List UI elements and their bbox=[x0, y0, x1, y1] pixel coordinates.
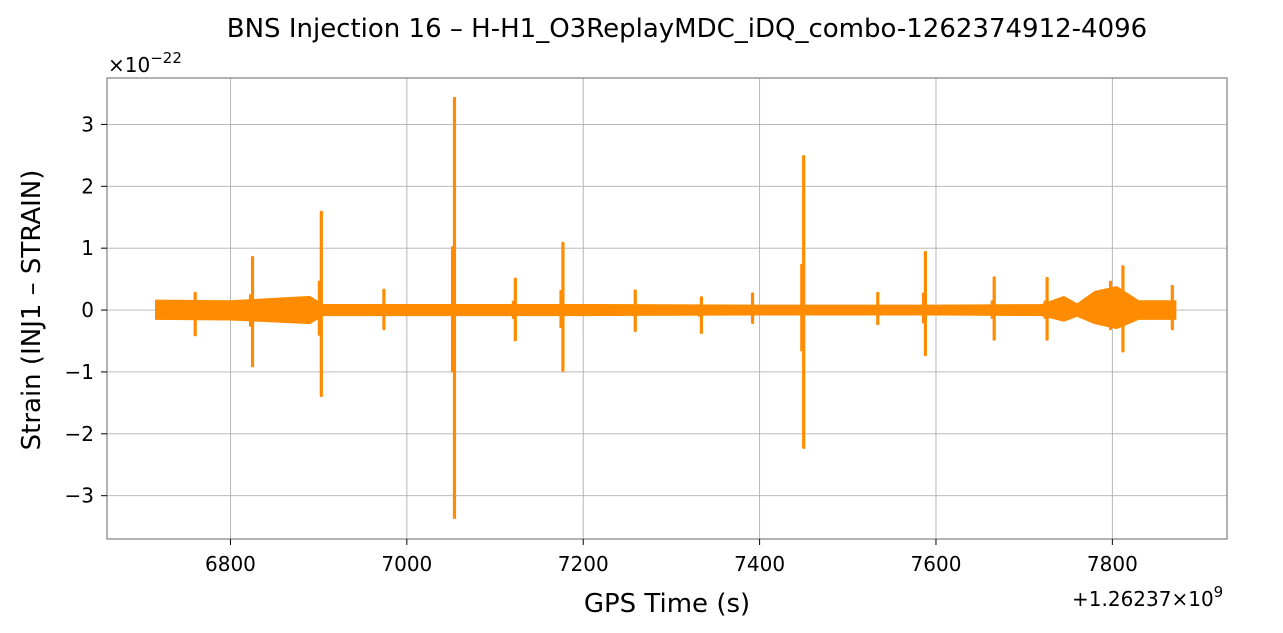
ticks: 6800 7000 7200 7400 7600 7800 −3 −2 −1 0 1 2 3 bbox=[65, 112, 1138, 576]
x-tick-label: 7200 bbox=[558, 552, 609, 576]
x-tick-label: 7800 bbox=[1087, 552, 1138, 576]
plot-frame bbox=[106, 77, 1228, 540]
y-tick-label: −3 bbox=[65, 484, 94, 508]
y-tick-label: 0 bbox=[81, 298, 94, 322]
x-tick-label: 7400 bbox=[734, 552, 785, 576]
x-axis-label: GPS Time (s) bbox=[584, 589, 750, 619]
strain-envelope bbox=[155, 285, 1177, 330]
y-tick-label: 2 bbox=[81, 174, 94, 198]
x-tick-label: 7600 bbox=[911, 552, 962, 576]
x-offset-exponent: 9 bbox=[1214, 583, 1224, 601]
y-tick-label: 1 bbox=[81, 236, 94, 260]
x-tick-label: 6800 bbox=[205, 552, 256, 576]
y-axis-label: Strain (INJ1 – STRAIN) bbox=[17, 170, 47, 451]
x-tick-label: 7000 bbox=[381, 552, 432, 576]
y-tick-label: −1 bbox=[65, 360, 94, 384]
chart-title: BNS Injection 16 – H-H1_O3ReplayMDC_iDQ_… bbox=[227, 14, 1147, 44]
series-strain bbox=[155, 96, 1177, 519]
x-offset-label: +1.26237×109 bbox=[1072, 583, 1223, 611]
y-scale-exponent: −22 bbox=[150, 49, 182, 67]
y-scale-label: ×10−22 bbox=[108, 49, 182, 77]
y-tick-label: −2 bbox=[65, 422, 94, 446]
y-tick-label: 3 bbox=[81, 112, 94, 136]
